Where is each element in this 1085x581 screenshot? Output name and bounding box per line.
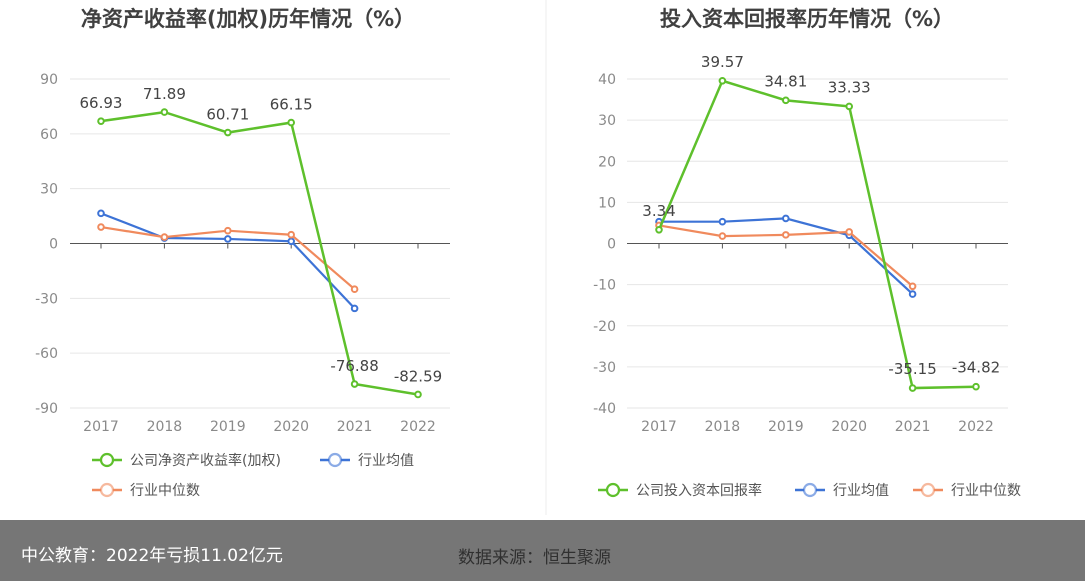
data-label: -76.88 — [330, 357, 378, 375]
footer-headline: 中公教育：2022年亏损11.02亿元 — [21, 546, 283, 566]
data-point — [414, 390, 422, 399]
footer-bar: 中公教育：2022年亏损11.02亿元 数据来源：恒生聚源 — [0, 520, 1085, 581]
data-point — [908, 290, 917, 298]
chart-title: 净资产收益率(加权)历年情况（%） — [81, 7, 415, 31]
footer-source: 数据来源：恒生聚源 — [458, 548, 611, 568]
data-point — [224, 226, 232, 235]
data-label: 33.33 — [828, 78, 871, 96]
data-label: 39.57 — [701, 53, 744, 71]
x-tick-label: 2020 — [831, 419, 867, 435]
data-point — [350, 380, 359, 388]
y-tick-label: 10 — [598, 195, 616, 211]
legend-item[interactable]: 行业均值 — [795, 482, 889, 499]
legend-item[interactable]: 行业中位数 — [92, 482, 200, 499]
legend-label: 行业均值 — [833, 483, 889, 499]
data-point — [655, 225, 663, 234]
data-point — [782, 214, 790, 223]
x-tick-label: 2022 — [400, 419, 436, 435]
roe-chart: 净资产收益率(加权)历年情况（%） 90 60 30 0 -30 -60 -90 2017 201… — [35, 7, 450, 499]
legend-item[interactable]: 行业中位数 — [913, 482, 1021, 499]
y-tick-label: 0 — [607, 237, 616, 253]
data-point — [718, 232, 727, 240]
data-label: -34.82 — [952, 359, 1000, 377]
data-point — [718, 76, 727, 85]
y-tick-label: 20 — [598, 154, 616, 170]
data-point — [287, 118, 296, 127]
data-point — [350, 304, 359, 313]
data-point — [845, 228, 854, 236]
y-tick-label: -30 — [35, 291, 58, 307]
x-tick-label: 2018 — [705, 419, 741, 435]
data-point — [97, 209, 105, 218]
data-label: -35.15 — [888, 360, 936, 378]
y-tick-label: -90 — [35, 401, 58, 417]
chart-title: 投入资本回报率历年情况（%） — [660, 7, 954, 31]
x-tick-label: 2019 — [210, 419, 246, 435]
data-point — [782, 231, 790, 239]
legend-label: 公司投入资本回报率 — [636, 482, 762, 499]
legend-item[interactable]: 行业均值 — [320, 452, 414, 469]
data-point — [908, 384, 917, 392]
data-point — [972, 382, 980, 391]
data-point — [97, 223, 105, 231]
series-line — [657, 79, 977, 390]
data-point — [160, 108, 169, 116]
series-line — [100, 110, 419, 396]
data-label: 60.71 — [206, 106, 249, 124]
legend-marker-icon — [327, 452, 343, 468]
data-point — [908, 282, 917, 291]
y-tick-label: -10 — [593, 278, 616, 294]
y-tick-label: 90 — [40, 72, 58, 88]
data-point — [718, 217, 727, 226]
y-tick-label: 30 — [598, 113, 616, 129]
x-tick-label: 2022 — [958, 419, 994, 435]
data-label: -82.59 — [394, 367, 442, 385]
data-point — [782, 96, 790, 105]
data-label: 34.81 — [764, 72, 807, 90]
data-point — [350, 285, 359, 293]
legend-label: 公司净资产收益率(加权) — [130, 452, 281, 469]
x-tick-label: 2017 — [83, 419, 119, 435]
x-tick-label: 2018 — [147, 419, 183, 435]
x-tick-label: 2019 — [768, 419, 804, 435]
legend-item[interactable]: 公司净资产收益率(加权) — [92, 452, 281, 469]
data-label: 66.15 — [270, 96, 313, 114]
legend-label: 行业中位数 — [130, 483, 200, 499]
y-tick-label: 40 — [598, 72, 616, 88]
x-tick-label: 2021 — [337, 419, 373, 435]
legend-item[interactable]: 公司投入资本回报率 — [598, 482, 762, 499]
x-tick-label: 2017 — [641, 419, 677, 435]
legend-marker-icon — [920, 482, 936, 498]
data-label: 66.93 — [80, 94, 123, 112]
x-tick-label: 2020 — [273, 419, 309, 435]
y-tick-label: -20 — [593, 319, 616, 335]
y-tick-label: 0 — [49, 237, 58, 253]
legend-marker-icon — [99, 452, 115, 468]
data-point — [97, 117, 105, 125]
legend-label: 行业中位数 — [951, 483, 1021, 499]
data-point — [845, 102, 854, 111]
legend-marker-icon — [99, 482, 115, 498]
roic-chart: 投入资本回报率历年情况（%） 40 30 20 10 0 -10 -20 -30 -40 2017 2… — [593, 7, 1021, 499]
y-tick-label: 30 — [40, 182, 58, 198]
data-point — [224, 235, 232, 243]
data-point — [224, 128, 232, 137]
data-point — [287, 237, 296, 246]
legend-marker-icon — [802, 482, 818, 498]
y-tick-label: 60 — [40, 127, 58, 143]
data-point — [160, 233, 169, 241]
legend-marker-icon — [605, 482, 621, 498]
y-tick-label: -60 — [35, 346, 58, 362]
y-tick-label: -30 — [593, 360, 616, 376]
data-label: 3.34 — [642, 202, 675, 220]
series-line — [659, 217, 914, 295]
data-point — [287, 230, 296, 239]
y-tick-label: -40 — [593, 401, 616, 417]
legend-label: 行业均值 — [358, 453, 414, 469]
x-tick-label: 2021 — [895, 419, 931, 435]
data-label: 71.89 — [143, 85, 186, 103]
